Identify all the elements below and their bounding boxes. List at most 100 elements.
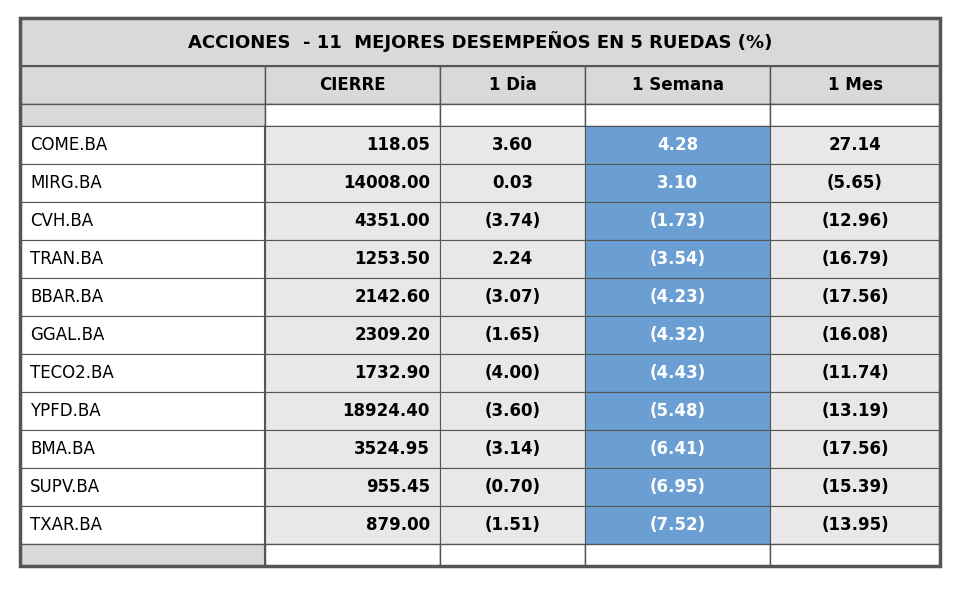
Bar: [440, 468, 585, 506]
Bar: [770, 392, 940, 430]
Bar: [265, 164, 440, 202]
Text: 14008.00: 14008.00: [343, 174, 430, 192]
Text: (11.74): (11.74): [821, 364, 889, 382]
Bar: [265, 430, 440, 468]
Text: (3.14): (3.14): [484, 440, 541, 458]
Bar: [20, 506, 265, 544]
Text: (0.70): (0.70): [484, 478, 541, 496]
Text: (6.41): (6.41): [650, 440, 706, 458]
Bar: [440, 164, 585, 202]
Bar: [585, 278, 770, 316]
Bar: [770, 278, 940, 316]
Bar: [20, 392, 265, 430]
Text: (17.56): (17.56): [821, 440, 889, 458]
Text: 18924.40: 18924.40: [343, 402, 430, 420]
Bar: [585, 392, 770, 430]
Bar: [770, 164, 940, 202]
Text: (16.08): (16.08): [821, 326, 889, 344]
Text: 2142.60: 2142.60: [354, 288, 430, 306]
Text: 1 Mes: 1 Mes: [827, 76, 883, 94]
Text: GGAL.BA: GGAL.BA: [30, 326, 105, 344]
Bar: [265, 278, 440, 316]
Text: BMA.BA: BMA.BA: [30, 440, 95, 458]
Bar: [20, 18, 940, 66]
Bar: [265, 202, 440, 240]
Text: (12.96): (12.96): [821, 212, 889, 230]
Bar: [440, 126, 585, 164]
Bar: [585, 202, 770, 240]
Bar: [585, 240, 770, 278]
Text: MIRG.BA: MIRG.BA: [30, 174, 102, 192]
Text: 3524.95: 3524.95: [354, 440, 430, 458]
Text: (17.56): (17.56): [821, 288, 889, 306]
Text: BBAR.BA: BBAR.BA: [30, 288, 103, 306]
Text: TXAR.BA: TXAR.BA: [30, 516, 102, 534]
Bar: [265, 316, 440, 354]
Bar: [585, 164, 770, 202]
Bar: [265, 468, 440, 506]
Bar: [20, 430, 265, 468]
Bar: [265, 104, 440, 126]
Bar: [585, 66, 770, 104]
Text: (15.39): (15.39): [821, 478, 889, 496]
Text: 955.45: 955.45: [366, 478, 430, 496]
Text: (6.95): (6.95): [650, 478, 706, 496]
Text: CVH.BA: CVH.BA: [30, 212, 93, 230]
Bar: [440, 392, 585, 430]
Bar: [20, 468, 265, 506]
Bar: [265, 126, 440, 164]
Bar: [20, 66, 265, 104]
Text: 1253.50: 1253.50: [355, 250, 430, 268]
Bar: [440, 202, 585, 240]
Bar: [20, 164, 265, 202]
Bar: [770, 104, 940, 126]
Bar: [265, 240, 440, 278]
Bar: [20, 278, 265, 316]
Text: TRAN.BA: TRAN.BA: [30, 250, 103, 268]
Text: (3.07): (3.07): [484, 288, 541, 306]
Bar: [20, 104, 265, 126]
Text: 4351.00: 4351.00: [355, 212, 430, 230]
Text: 2.24: 2.24: [492, 250, 533, 268]
Bar: [265, 392, 440, 430]
Bar: [770, 66, 940, 104]
Bar: [20, 202, 265, 240]
Bar: [20, 316, 265, 354]
Text: 3.60: 3.60: [492, 136, 533, 154]
Bar: [265, 544, 440, 566]
Bar: [265, 354, 440, 392]
Bar: [585, 506, 770, 544]
Bar: [440, 316, 585, 354]
Bar: [20, 126, 265, 164]
Bar: [585, 316, 770, 354]
Bar: [585, 354, 770, 392]
Text: (1.73): (1.73): [650, 212, 706, 230]
Text: (5.48): (5.48): [650, 402, 706, 420]
Bar: [440, 104, 585, 126]
Text: 4.28: 4.28: [657, 136, 698, 154]
Text: (4.43): (4.43): [650, 364, 706, 382]
Text: (3.74): (3.74): [484, 212, 541, 230]
Bar: [440, 544, 585, 566]
Bar: [440, 66, 585, 104]
Bar: [20, 544, 265, 566]
Text: CIERRE: CIERRE: [319, 76, 386, 94]
Bar: [770, 126, 940, 164]
Bar: [585, 126, 770, 164]
Bar: [770, 506, 940, 544]
Text: (1.65): (1.65): [484, 326, 540, 344]
Text: (1.51): (1.51): [484, 516, 540, 534]
Bar: [440, 430, 585, 468]
Bar: [770, 430, 940, 468]
Text: 27.14: 27.14: [829, 136, 881, 154]
Text: 879.00: 879.00: [366, 516, 430, 534]
Text: ACCIONES  - 11  MEJORES DESEMPEÑOS EN 5 RUEDAS (%): ACCIONES - 11 MEJORES DESEMPEÑOS EN 5 RU…: [188, 31, 772, 52]
Text: (13.19): (13.19): [821, 402, 889, 420]
Bar: [585, 430, 770, 468]
Text: 1732.90: 1732.90: [354, 364, 430, 382]
Bar: [770, 202, 940, 240]
Bar: [440, 354, 585, 392]
Text: SUPV.BA: SUPV.BA: [30, 478, 100, 496]
Text: TECO2.BA: TECO2.BA: [30, 364, 114, 382]
Bar: [585, 468, 770, 506]
